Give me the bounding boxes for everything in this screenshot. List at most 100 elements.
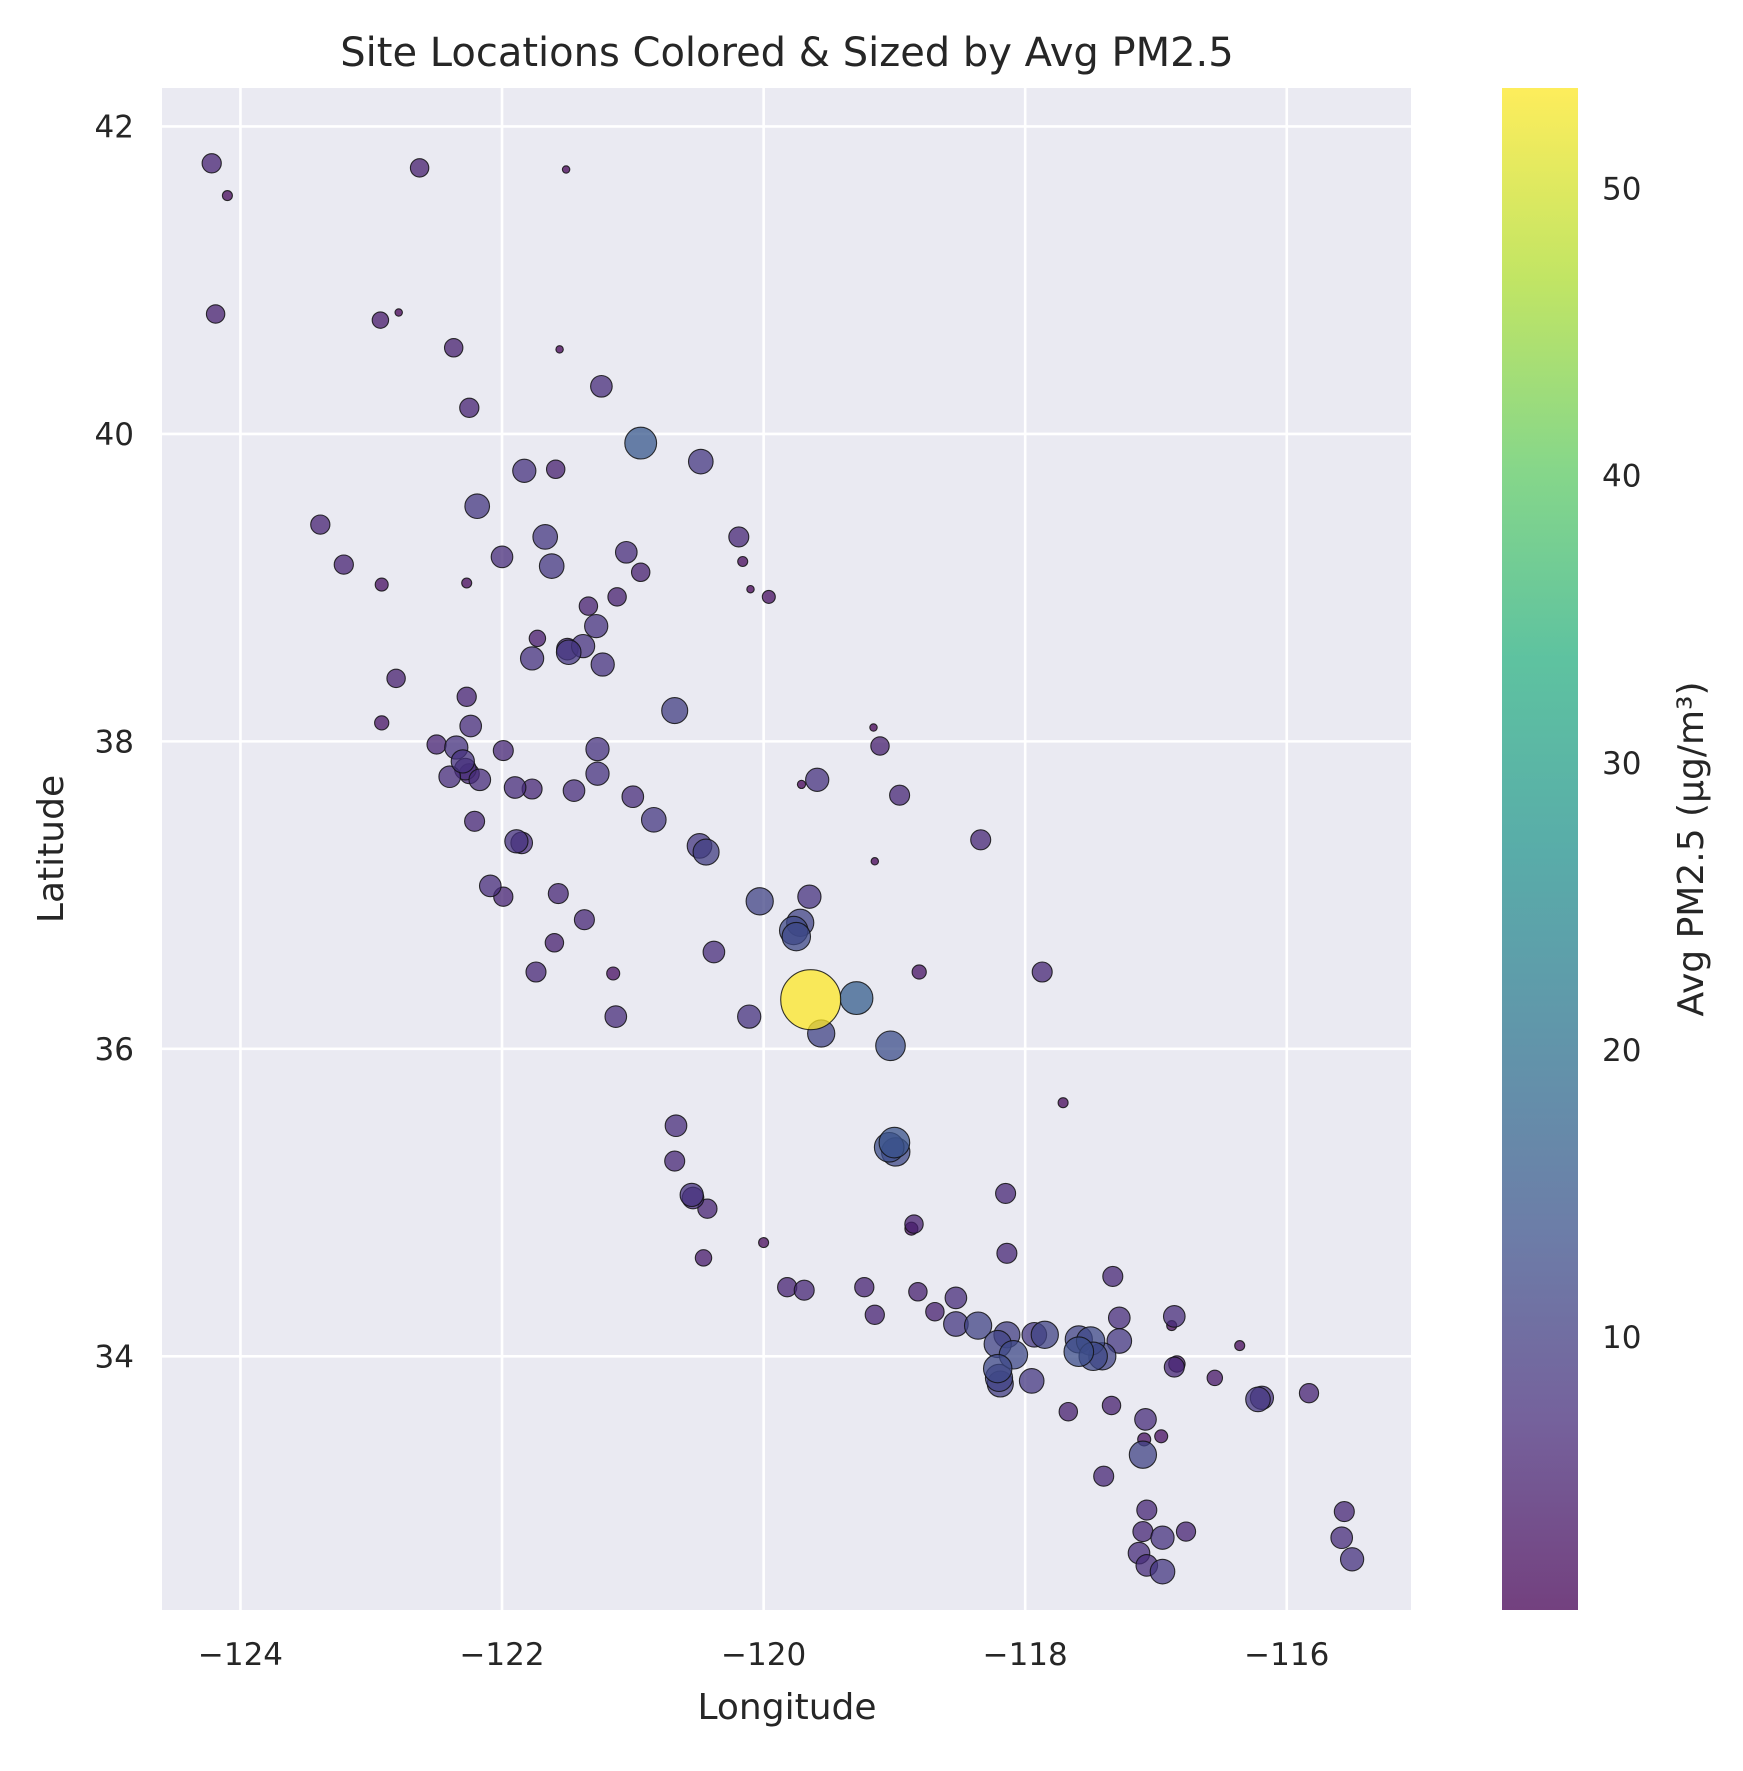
site-point [438,765,462,789]
site-point [687,448,714,475]
site-point [982,1353,1013,1384]
site-point [1063,1336,1095,1368]
site-point [585,761,610,786]
site-point [584,613,609,639]
x-tick-label: −116 [1244,1637,1329,1673]
colorbar-ticks: 10 20 30 40 50 [1602,172,1641,1357]
site-point [996,1242,1018,1264]
site-point [1058,1401,1079,1422]
site-point [664,1114,688,1138]
site-point [1018,1368,1045,1394]
site-point [459,714,483,738]
site-point [664,1150,686,1172]
site-point [205,304,226,324]
colorbar-tick-label: 40 [1602,459,1641,495]
site-point [562,779,586,802]
site-point [459,397,480,418]
site-point [1333,1501,1355,1523]
site-point [310,514,331,535]
site-point [1102,1265,1124,1287]
site-point [728,526,750,548]
site-point [1136,1499,1158,1521]
site-point [606,966,621,981]
site-point [1093,1465,1115,1487]
site-point [547,883,569,905]
site-point [544,933,565,953]
y-tick-label: 36 [95,1032,134,1068]
site-point [793,1279,815,1301]
site-point [464,810,486,832]
site-point [621,785,645,809]
site-point [394,308,403,317]
x-tick-label: −118 [983,1637,1068,1673]
site-point [504,829,529,854]
site-point [525,961,547,983]
site-point [538,553,565,579]
site-point [839,981,874,1016]
site-point [796,779,807,790]
site-point [1154,1429,1169,1444]
site-point [374,715,390,731]
y-tick-label: 42 [95,109,134,145]
site-point [443,338,464,358]
site-point [450,749,475,774]
site-point [519,646,545,671]
site-point [374,577,389,592]
site-point [604,1005,628,1028]
site-point [1107,1306,1131,1330]
site-point [1150,1525,1175,1550]
site-point [201,153,222,174]
site-point [578,596,599,616]
site-point [1330,1526,1354,1550]
y-tick-label: 40 [95,417,134,453]
site-point [761,589,776,604]
site-point [371,311,390,329]
site-point [870,857,880,866]
site-point [492,740,514,762]
site-point [1163,1356,1185,1378]
site-point [864,1304,885,1325]
site-point [1128,1440,1158,1469]
site-point [694,1249,713,1267]
plot-area [162,88,1411,1610]
site-point [1057,1097,1069,1109]
site-point [573,909,595,931]
y-tick-label: 38 [95,724,134,760]
colorbar-tick-label: 20 [1602,1033,1641,1069]
site-point [737,1004,762,1029]
site-point [797,884,822,909]
site-point [386,668,406,689]
site-point [607,587,627,607]
colorbar-label: Avg PM2.5 (μg/m³) [1671,681,1712,1016]
site-point [1339,1547,1365,1572]
x-axis-title: Longitude [697,1687,876,1728]
site-point [545,459,566,480]
site-point [758,1237,770,1249]
site-point [1149,1558,1176,1585]
y-tick-labels: 34 36 38 40 42 [95,109,134,1375]
site-point [781,921,812,952]
site-point [409,158,430,178]
site-point [1298,1383,1320,1404]
site-point [555,345,564,354]
site-point [456,686,477,707]
site-point [702,940,726,964]
data-points [201,153,1365,1585]
site-point [630,562,651,583]
site-point [925,1301,945,1322]
site-point [512,458,537,483]
site-point [1101,1395,1122,1416]
site-point [503,776,527,799]
site-point [624,426,658,460]
site-point [461,577,473,589]
site-point [869,723,878,732]
site-point [777,1277,798,1298]
site-point [614,540,638,564]
site-point [532,524,559,550]
site-point [1206,1369,1224,1387]
site-point [555,639,582,666]
site-point [737,555,749,568]
colorbar-tick-label: 10 [1602,1320,1641,1356]
colorbar-tick-label: 50 [1602,172,1641,208]
